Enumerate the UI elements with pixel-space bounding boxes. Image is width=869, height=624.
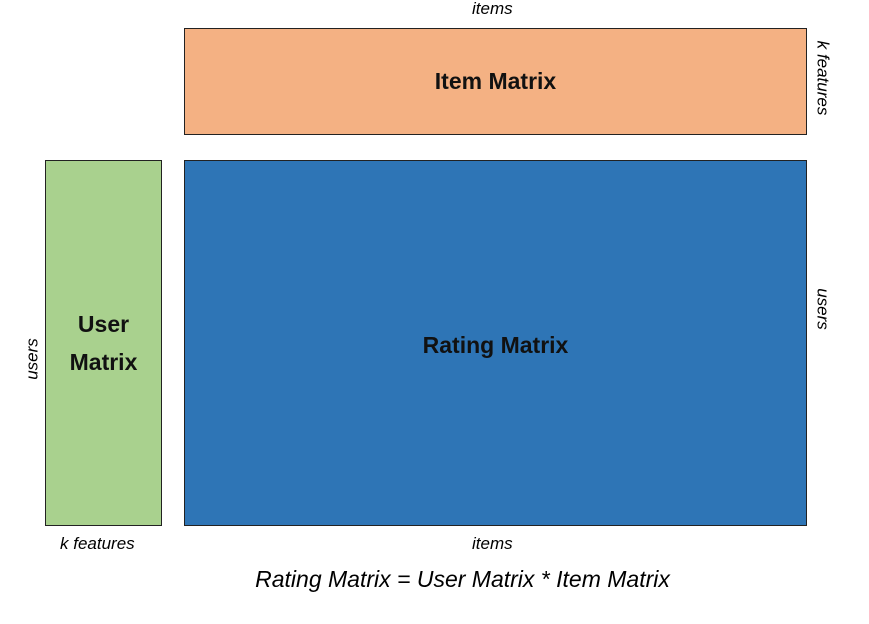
factorization-equation: Rating Matrix = User Matrix * Item Matri… [255,566,670,592]
user-matrix-width-label: k features [60,534,135,553]
item-matrix-height-label: k features [813,40,833,116]
item-matrix-box: Item Matrix [184,28,807,135]
item-matrix-label: Item Matrix [434,68,557,94]
rating-matrix-height-label: users [813,288,833,330]
user-matrix-height-label: users [22,338,42,380]
user-matrix-box: User Matrix [45,160,162,526]
rating-matrix-box: Rating Matrix [184,160,807,526]
user-matrix-label-line2: Matrix [69,349,138,375]
user-matrix-label-line1: User [77,311,130,337]
rating-matrix-width-label: items [472,534,513,553]
rating-matrix-label: Rating Matrix [422,331,569,358]
item-matrix-width-label: items [472,0,513,18]
